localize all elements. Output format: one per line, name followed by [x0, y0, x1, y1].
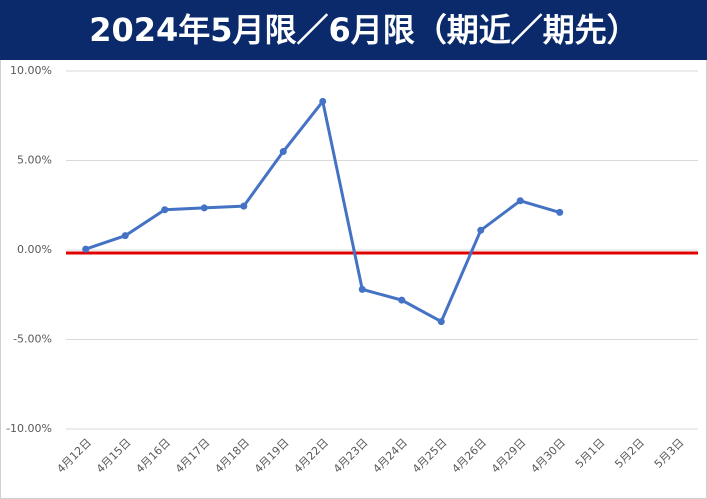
y-tick-label: 0.00%: [17, 243, 52, 256]
title-bar: [0, 0, 707, 60]
data-point: [556, 208, 564, 216]
data-point: [477, 226, 485, 234]
y-tick-label: 10.00%: [10, 64, 52, 77]
data-point: [82, 245, 90, 253]
y-tick-label: -5.00%: [13, 333, 52, 346]
data-point: [398, 296, 406, 304]
data-point: [161, 206, 169, 214]
data-point: [319, 97, 327, 105]
data-point: [279, 148, 287, 156]
data-point: [358, 285, 366, 293]
data-point: [240, 202, 248, 210]
data-point: [121, 232, 129, 240]
chart-title: 2024年5月限／6月限（期近／期先）: [89, 11, 639, 49]
data-point: [516, 197, 524, 205]
y-tick-label: 5.00%: [17, 154, 52, 167]
data-point: [200, 204, 208, 212]
data-point: [437, 318, 445, 326]
y-tick-label: -10.00%: [6, 422, 52, 435]
